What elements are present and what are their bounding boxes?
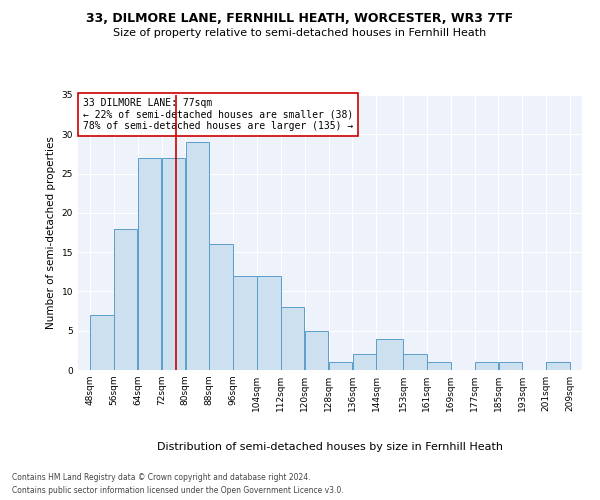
Bar (162, 158, 185, 370)
Bar (209, 244, 233, 370)
Bar (257, 276, 281, 370)
Text: Size of property relative to semi-detached houses in Fernhill Heath: Size of property relative to semi-detach… (113, 28, 487, 38)
Bar (281, 307, 304, 370)
Bar (233, 276, 257, 370)
Bar (403, 354, 427, 370)
Text: 33, DILMORE LANE, FERNHILL HEATH, WORCESTER, WR3 7TF: 33, DILMORE LANE, FERNHILL HEATH, WORCES… (86, 12, 514, 26)
Text: 33 DILMORE LANE: 77sqm
← 22% of semi-detached houses are smaller (38)
78% of sem: 33 DILMORE LANE: 77sqm ← 22% of semi-det… (83, 98, 353, 131)
Bar (305, 330, 328, 370)
Text: Contains public sector information licensed under the Open Government Licence v3: Contains public sector information licen… (12, 486, 344, 495)
Y-axis label: Number of semi-detached properties: Number of semi-detached properties (46, 136, 56, 329)
Bar (547, 362, 570, 370)
Bar (547, 362, 570, 370)
Bar (499, 362, 522, 370)
Bar (376, 338, 403, 370)
Bar (138, 158, 161, 370)
Bar (427, 362, 451, 370)
Bar (114, 228, 137, 370)
Text: Contains HM Land Registry data © Crown copyright and database right 2024.: Contains HM Land Registry data © Crown c… (12, 472, 311, 482)
Bar (90, 315, 113, 370)
Bar (185, 142, 209, 370)
Bar (475, 362, 498, 370)
Bar (329, 362, 352, 370)
Bar (353, 354, 376, 370)
Text: Distribution of semi-detached houses by size in Fernhill Heath: Distribution of semi-detached houses by … (157, 442, 503, 452)
